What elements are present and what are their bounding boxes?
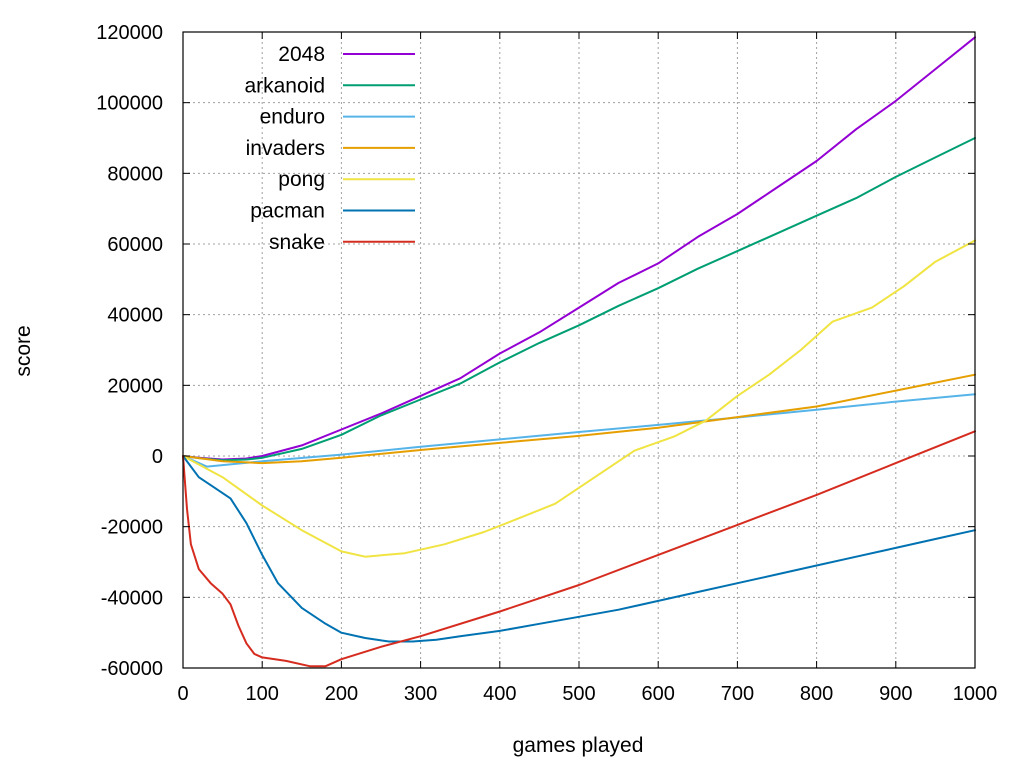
y-tick-label: -40000 [101, 587, 163, 609]
series-layer [182, 36, 976, 668]
y-tick-label: 80000 [107, 163, 163, 185]
legend-label-pong: pong [278, 168, 325, 191]
y-tick-label: 100000 [96, 93, 163, 115]
x-tick-label: 900 [879, 683, 912, 705]
y-tick-label: 120000 [96, 22, 163, 44]
series-line-arkanoid [182, 137, 976, 462]
x-tick-label: 800 [800, 683, 833, 705]
x-tick-label: 0 [177, 683, 188, 705]
axis-ticks [182, 31, 976, 669]
series-line-pacman [182, 455, 976, 643]
legend-label-arkanoid: arkanoid [244, 74, 325, 97]
y-tick-label: -60000 [101, 658, 163, 680]
y-tick-label: 20000 [107, 375, 163, 397]
x-tick-label: 400 [483, 683, 516, 705]
legend-label-snake: snake [269, 231, 325, 254]
x-tick-label: 200 [325, 683, 358, 705]
legend-label-invaders: invaders [246, 137, 325, 160]
series-line-invaders [182, 373, 976, 465]
x-tick-label: 500 [562, 683, 595, 705]
y-axis-title: score [12, 325, 35, 376]
y-tick-label: -20000 [101, 517, 163, 539]
x-tick-label: 1000 [953, 683, 998, 705]
y-tick-label: 0 [152, 446, 163, 468]
legend-label-enduro: enduro [260, 106, 325, 129]
legend: 2048 arkanoid enduro invaders pong pacman snak… [244, 43, 415, 254]
x-tick-label: 300 [404, 683, 437, 705]
series-line-2048 [182, 36, 976, 461]
series-line-snake [182, 430, 976, 668]
tick-labels: 0 100 200 300 400 500 600 700 800 900 1000 -60000 -4… [96, 22, 997, 705]
y-tick-label: 40000 [107, 305, 163, 327]
legend-label-pacman: pacman [250, 200, 325, 223]
x-tick-label: 600 [642, 683, 675, 705]
x-tick-label: 100 [246, 683, 279, 705]
y-tick-label: 60000 [107, 234, 163, 256]
legend-label-2048: 2048 [278, 43, 325, 66]
x-axis-title: games played [513, 734, 644, 757]
x-tick-label: 700 [721, 683, 754, 705]
series-line-pong [182, 239, 976, 558]
